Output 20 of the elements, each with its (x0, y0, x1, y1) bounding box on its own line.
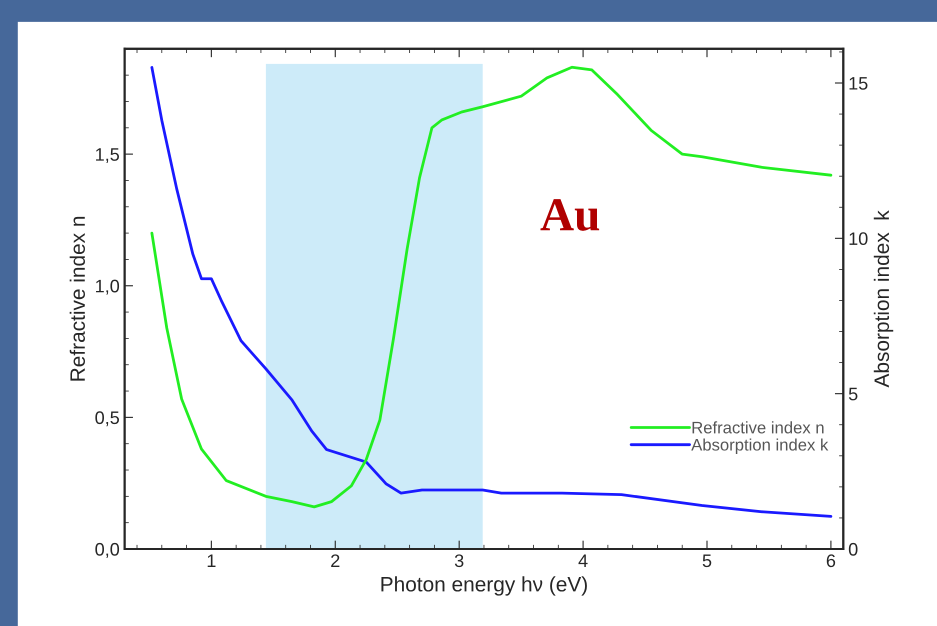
y-tick-label: 0,0 (95, 542, 120, 558)
x-tick-label: 5 (702, 554, 712, 568)
x-tick-label: 4 (578, 554, 588, 567)
y-axis-title: Refractive index n (70, 216, 85, 381)
legend-label: Refractive index n (692, 421, 824, 434)
x-tick-label: 3 (454, 554, 464, 568)
y2-axis-title: Absorption index k (874, 210, 894, 388)
y2-tick-label: 0 (848, 542, 858, 556)
x-tick-label: 2 (331, 554, 340, 567)
y2-tick-label: 5 (848, 388, 858, 400)
annotation: Au (540, 199, 600, 231)
x-tick-label: 1 (208, 554, 216, 567)
y2-tick-label: 10 (850, 232, 868, 246)
y-tick-label: 0,5 (95, 411, 120, 426)
x-axis-title: Photon energy hν (eV) (381, 576, 587, 596)
y2-tick-label: 15 (850, 77, 868, 90)
x-tick-label: 6 (826, 554, 836, 568)
y-tick-label: 1,0 (96, 280, 120, 295)
legend-label: Absorption index k (691, 438, 828, 454)
y-tick-label: 1,5 (96, 148, 120, 163)
